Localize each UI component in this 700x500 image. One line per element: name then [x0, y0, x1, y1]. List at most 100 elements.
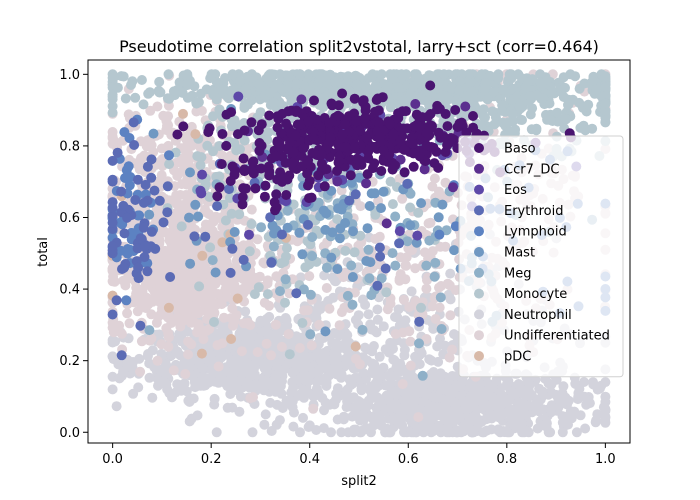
data-point: [118, 200, 129, 211]
data-point: [189, 231, 200, 242]
data-point: [246, 117, 257, 128]
data-point: [525, 91, 536, 102]
data-point: [192, 380, 203, 391]
data-point: [321, 283, 332, 293]
data-point: [362, 223, 373, 234]
data-point: [291, 79, 302, 90]
data-point: [268, 241, 279, 252]
data-point: [178, 121, 189, 132]
data-point: [266, 350, 276, 361]
data-point: [341, 359, 352, 370]
data-point: [134, 164, 145, 175]
data-point: [256, 222, 267, 233]
data-point: [304, 259, 315, 270]
data-point: [536, 420, 547, 431]
data-point: [222, 402, 233, 413]
data-point: [592, 409, 603, 420]
data-point: [296, 94, 307, 105]
data-point: [363, 309, 374, 320]
data-point: [107, 309, 118, 320]
data-point: [191, 97, 202, 107]
data-point: [376, 166, 387, 176]
data-point: [211, 427, 222, 438]
data-point: [430, 314, 441, 324]
data-point: [413, 412, 424, 423]
data-point: [246, 204, 257, 215]
data-point: [164, 233, 175, 244]
data-point: [158, 110, 169, 121]
data-point: [242, 358, 253, 369]
data-point: [144, 325, 155, 336]
data-point: [181, 279, 192, 290]
data-point: [185, 167, 195, 178]
data-point: [361, 256, 372, 266]
data-point: [120, 93, 131, 104]
data-point: [346, 260, 357, 271]
data-point: [257, 326, 267, 337]
data-point: [154, 176, 165, 187]
data-point: [153, 269, 164, 280]
data-point: [258, 257, 269, 268]
data-point: [112, 82, 123, 93]
data-point: [154, 76, 165, 87]
data-point: [239, 100, 250, 111]
data-point: [172, 346, 183, 357]
data-point: [558, 72, 569, 83]
data-point: [405, 360, 416, 371]
data-point: [560, 82, 570, 93]
data-point: [254, 271, 265, 282]
data-point: [265, 87, 276, 98]
data-point: [502, 378, 513, 389]
data-point: [190, 129, 201, 140]
data-point: [192, 151, 203, 162]
data-point: [350, 70, 361, 81]
data-point: [380, 263, 391, 274]
data-point: [303, 422, 314, 432]
data-point: [219, 276, 230, 287]
data-point: [561, 114, 572, 125]
data-point: [299, 305, 310, 316]
data-point: [387, 248, 398, 259]
data-point: [176, 179, 187, 190]
data-point: [537, 93, 548, 104]
data-point: [233, 91, 244, 102]
data-point: [434, 282, 444, 293]
data-point: [319, 270, 330, 281]
data-point: [474, 418, 484, 429]
data-point: [162, 181, 173, 192]
data-point: [183, 349, 194, 360]
data-point: [427, 181, 438, 192]
data-point: [364, 273, 375, 284]
data-point: [557, 417, 568, 428]
data-point: [164, 150, 174, 161]
data-point: [215, 370, 226, 381]
data-point: [262, 366, 272, 377]
data-point: [364, 201, 375, 211]
data-point: [315, 355, 326, 366]
data-point: [183, 395, 194, 406]
data-point: [298, 412, 308, 423]
data-point: [320, 326, 331, 337]
data-point: [163, 332, 174, 343]
data-point: [454, 85, 465, 96]
data-point: [270, 319, 281, 330]
data-point: [421, 334, 432, 344]
data-point: [147, 392, 158, 403]
data-point: [414, 379, 425, 390]
data-point: [154, 195, 165, 206]
data-point: [348, 226, 358, 237]
data-point: [135, 366, 146, 377]
data-point: [439, 69, 449, 80]
data-point: [283, 329, 294, 340]
data-point: [374, 242, 385, 253]
data-point: [155, 87, 166, 98]
data-point: [425, 80, 436, 91]
data-point: [479, 84, 490, 94]
data-point: [311, 377, 322, 387]
data-point: [217, 324, 228, 335]
data-point: [521, 390, 532, 401]
data-point: [280, 274, 291, 285]
data-point: [203, 127, 214, 138]
data-point: [303, 69, 314, 80]
data-point: [401, 260, 412, 271]
